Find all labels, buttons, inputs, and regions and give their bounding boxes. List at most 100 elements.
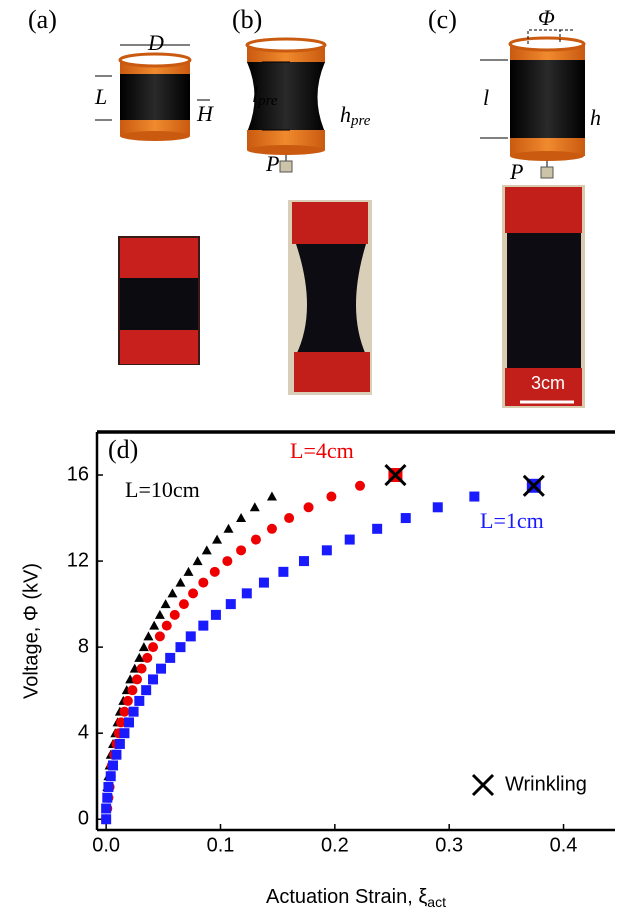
data-point (266, 491, 277, 501)
data-point (175, 642, 186, 653)
legend-label: Wrinkling (505, 773, 587, 795)
dim-label: P (265, 151, 279, 176)
y-axis-label: Voltage, Φ (kV) (20, 563, 42, 699)
data-point (178, 599, 189, 610)
data-point (384, 463, 407, 487)
data-point (102, 792, 113, 803)
data-point (167, 588, 178, 598)
data-point (303, 502, 314, 513)
data-point (222, 556, 233, 567)
data-point (326, 491, 337, 502)
data-point (209, 566, 220, 577)
cylinder-c (480, 29, 586, 179)
legend-marker (471, 773, 495, 797)
data-point (154, 631, 165, 642)
data-point (101, 803, 112, 814)
dim-label: Φ (538, 5, 555, 30)
photo-c (502, 185, 585, 408)
data-point (160, 599, 171, 609)
series-label: L=4cm (290, 438, 354, 463)
data-point (175, 577, 186, 587)
dim-label: L (94, 84, 107, 109)
data-point (298, 556, 309, 567)
data-point (284, 513, 295, 524)
cylinder-a (95, 44, 210, 141)
data-point (111, 749, 122, 760)
photo-a (118, 236, 200, 365)
data-point (223, 523, 234, 533)
y-tick-label: 16 (67, 463, 89, 485)
data-point (101, 814, 112, 825)
data-point (241, 588, 252, 599)
data-point (201, 545, 212, 555)
data-point (165, 652, 176, 663)
data-point (141, 685, 152, 696)
data-point (372, 523, 383, 534)
data-point (400, 513, 411, 524)
data-point (321, 545, 332, 556)
data-point (124, 717, 135, 728)
data-point (469, 491, 480, 502)
dim-label: lpre (252, 82, 278, 109)
data-point (258, 577, 269, 588)
data-point (148, 674, 159, 685)
data-point (183, 566, 194, 576)
data-point (136, 663, 147, 674)
cylinder-b (245, 37, 327, 173)
data-point (103, 781, 114, 792)
data-point (192, 556, 203, 566)
x-tick-label: 0.0 (92, 834, 120, 856)
data-point (266, 523, 277, 534)
dim-label: P (509, 159, 523, 184)
data-point (185, 631, 196, 642)
panel-label: (a) (28, 5, 57, 34)
data-point (161, 620, 172, 631)
data-point (105, 771, 116, 782)
data-point (156, 663, 167, 674)
y-tick-label: 8 (78, 635, 89, 657)
scale-label: 3cm (531, 373, 565, 393)
y-tick-label: 0 (78, 808, 89, 830)
data-point (128, 706, 139, 717)
data-point (134, 652, 145, 662)
data-point (198, 620, 209, 631)
data-point (122, 695, 133, 706)
data-point (236, 513, 247, 523)
dim-label: h (590, 105, 601, 130)
data-point (114, 738, 125, 749)
data-point (355, 480, 366, 491)
series-label: L=1cm (480, 508, 544, 533)
data-point (344, 534, 355, 545)
photo-b (288, 200, 372, 395)
x-tick-label: 0.1 (207, 834, 235, 856)
y-tick-label: 12 (67, 549, 89, 571)
data-point (522, 474, 545, 497)
panel-label: (d) (108, 435, 138, 464)
data-point (143, 631, 154, 641)
data-point (127, 685, 138, 696)
x-axis-label: Actuation Strain, ξact (266, 886, 446, 909)
panel-label: (c) (428, 5, 457, 34)
data-point (116, 717, 127, 728)
data-point (149, 620, 160, 630)
data-point (210, 609, 221, 620)
data-point (212, 534, 223, 544)
data-point (278, 566, 289, 577)
dim-label: H (196, 101, 214, 126)
data-point (148, 642, 159, 653)
panel-label: (b) (232, 5, 262, 34)
x-tick-label: 0.3 (435, 834, 463, 856)
data-point (154, 609, 165, 619)
data-point (198, 577, 209, 588)
y-tick-label: 4 (78, 721, 89, 743)
series-label: L=10cm (125, 477, 200, 502)
dim-label: hpre (340, 102, 371, 129)
data-point (132, 674, 143, 685)
x-tick-label: 0.4 (550, 834, 578, 856)
data-point (119, 706, 130, 717)
data-point (188, 588, 199, 599)
data-point (142, 652, 153, 663)
data-point (169, 609, 180, 620)
data-point (134, 695, 145, 706)
data-point (225, 599, 236, 610)
